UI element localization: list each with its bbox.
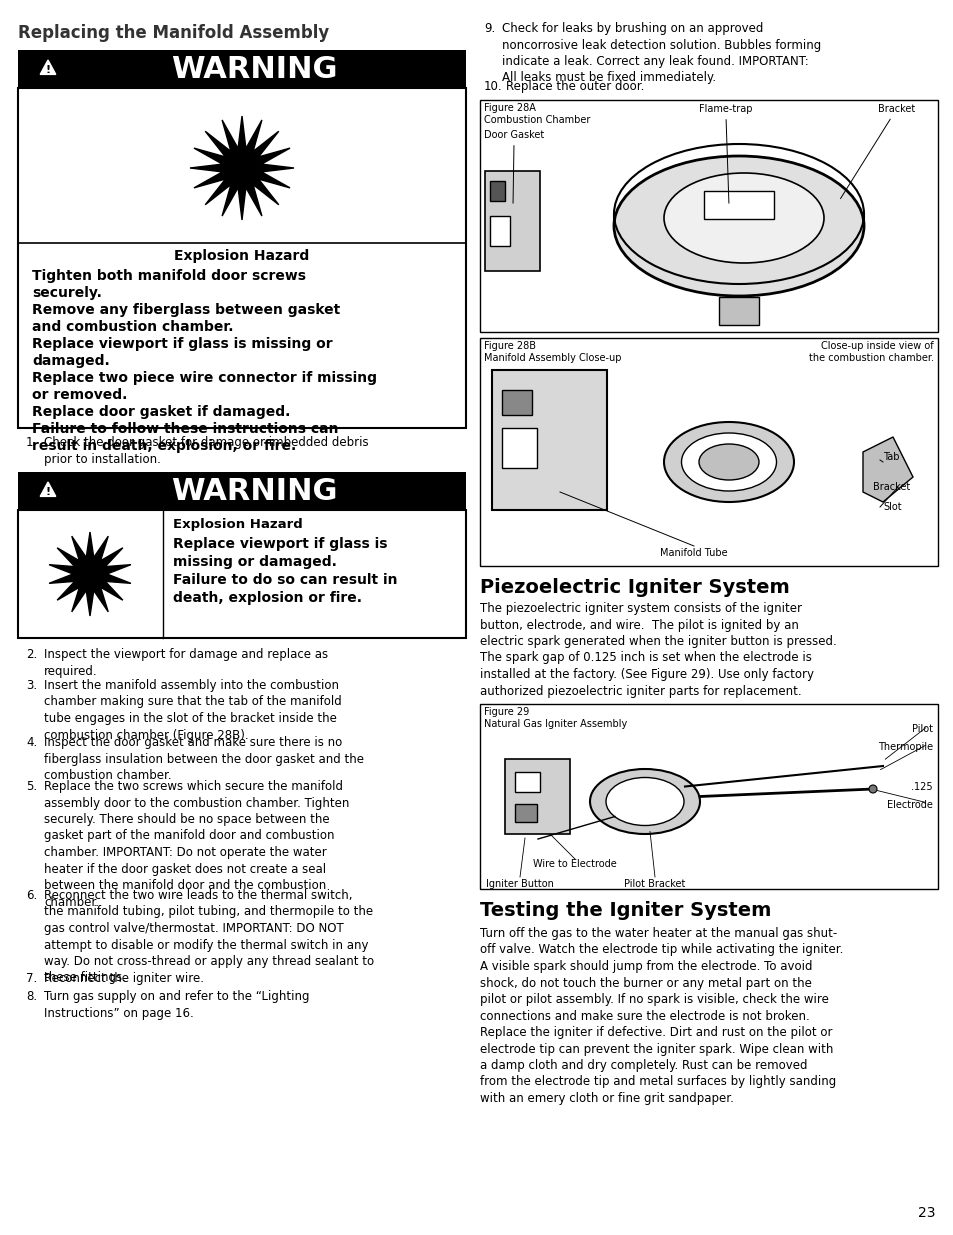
Text: Reconnect the two wire leads to the thermal switch,
the manifold tubing, pilot t: Reconnect the two wire leads to the ther…	[44, 889, 374, 984]
Bar	[492, 370, 606, 510]
Text: Igniter Button: Igniter Button	[485, 879, 554, 889]
Bar	[490, 216, 510, 246]
Bar	[18, 88, 465, 429]
Ellipse shape	[699, 445, 759, 480]
Text: missing or damaged.: missing or damaged.	[172, 555, 336, 569]
Text: 6.: 6.	[26, 889, 37, 902]
Text: 7.: 7.	[26, 972, 37, 986]
Text: Wire to Electrode: Wire to Electrode	[533, 860, 617, 869]
Text: Replace door gasket if damaged.: Replace door gasket if damaged.	[32, 405, 290, 419]
Bar	[479, 338, 937, 566]
Text: Remove any fiberglass between gasket: Remove any fiberglass between gasket	[32, 303, 340, 317]
Text: 9.: 9.	[483, 22, 495, 35]
Text: Figure 29
Natural Gas Igniter Assembly: Figure 29 Natural Gas Igniter Assembly	[483, 706, 626, 730]
Bar	[484, 170, 539, 270]
Text: Replace the outer door.: Replace the outer door.	[505, 80, 643, 93]
Bar	[501, 429, 537, 468]
Text: Thermopile: Thermopile	[877, 742, 932, 752]
Text: Failure to do so can result in: Failure to do so can result in	[172, 573, 397, 587]
Ellipse shape	[605, 778, 683, 825]
Text: WARNING: WARNING	[171, 477, 337, 505]
Text: securely.: securely.	[32, 287, 102, 300]
Text: The piezoelectric igniter system consists of the igniter
button, electrode, and : The piezoelectric igniter system consist…	[479, 601, 836, 698]
Bar	[479, 100, 937, 332]
Text: Manifold Tube: Manifold Tube	[659, 548, 727, 558]
Text: .125: .125	[910, 782, 932, 792]
Bar	[515, 804, 537, 823]
Text: or removed.: or removed.	[32, 388, 128, 403]
Text: Pilot Bracket: Pilot Bracket	[623, 879, 685, 889]
Circle shape	[868, 785, 876, 793]
Text: 4.: 4.	[26, 736, 37, 748]
Text: 3.: 3.	[26, 679, 37, 692]
Text: Replace viewport if glass is missing or: Replace viewport if glass is missing or	[32, 337, 333, 351]
Bar	[490, 182, 504, 201]
Bar	[18, 510, 465, 638]
Polygon shape	[190, 116, 294, 220]
Ellipse shape	[663, 422, 793, 501]
Text: and combustion chamber.: and combustion chamber.	[32, 320, 233, 333]
Text: Figure 28A
Combustion Chamber: Figure 28A Combustion Chamber	[483, 103, 590, 126]
Text: Check the door gasket for damage or imbedded debris
prior to installation.: Check the door gasket for damage or imbe…	[44, 436, 368, 466]
Text: result in death, explosion, or fire.: result in death, explosion, or fire.	[32, 438, 296, 453]
Text: 1.: 1.	[26, 436, 37, 450]
Text: Reconnect the igniter wire.: Reconnect the igniter wire.	[44, 972, 204, 986]
Bar	[501, 390, 532, 415]
Bar	[719, 296, 759, 325]
Text: Inspect the viewport for damage and replace as
required.: Inspect the viewport for damage and repl…	[44, 648, 328, 678]
Text: 8.: 8.	[26, 990, 37, 1003]
Text: !: !	[46, 65, 51, 75]
Text: Explosion Hazard: Explosion Hazard	[174, 249, 310, 263]
Text: Figure 28B
Manifold Assembly Close-up: Figure 28B Manifold Assembly Close-up	[483, 341, 620, 363]
Text: WARNING: WARNING	[171, 54, 337, 84]
Text: Tighten both manifold door screws: Tighten both manifold door screws	[32, 269, 306, 283]
Bar	[18, 472, 465, 510]
Text: Electrode: Electrode	[886, 800, 932, 810]
Text: Tab: Tab	[882, 452, 899, 462]
Text: Pilot: Pilot	[911, 724, 932, 734]
Bar	[18, 49, 465, 88]
Text: 2.: 2.	[26, 648, 37, 661]
Bar	[479, 704, 937, 889]
Text: Inspect the door gasket and make sure there is no
fiberglass insulation between : Inspect the door gasket and make sure th…	[44, 736, 364, 782]
Text: Replace two piece wire connector if missing: Replace two piece wire connector if miss…	[32, 370, 376, 385]
Text: Insert the manifold assembly into the combustion
chamber making sure that the ta: Insert the manifold assembly into the co…	[44, 679, 341, 741]
Text: Replace the two screws which secure the manifold
assembly door to the combustion: Replace the two screws which secure the …	[44, 781, 349, 909]
Bar	[515, 772, 539, 792]
Text: Explosion Hazard: Explosion Hazard	[172, 517, 302, 531]
Text: Close-up inside view of
the combustion chamber.: Close-up inside view of the combustion c…	[808, 341, 933, 363]
Text: Bracket: Bracket	[840, 104, 914, 199]
Text: damaged.: damaged.	[32, 354, 110, 368]
Ellipse shape	[589, 769, 700, 834]
FancyBboxPatch shape	[703, 191, 773, 219]
Text: Turn gas supply on and refer to the “Lighting
Instructions” on page 16.: Turn gas supply on and refer to the “Lig…	[44, 990, 309, 1020]
Polygon shape	[40, 61, 55, 74]
Text: Flame-trap: Flame-trap	[699, 104, 752, 204]
Text: 23: 23	[918, 1207, 935, 1220]
Text: 5.: 5.	[26, 781, 37, 793]
Polygon shape	[40, 482, 55, 496]
Text: !: !	[46, 487, 51, 496]
Ellipse shape	[680, 433, 776, 492]
Text: Piezoelectric Igniter System: Piezoelectric Igniter System	[479, 578, 789, 597]
Text: 10.: 10.	[483, 80, 502, 93]
Bar	[504, 760, 569, 834]
Text: Testing the Igniter System: Testing the Igniter System	[479, 902, 771, 920]
Text: Replacing the Manifold Assembly: Replacing the Manifold Assembly	[18, 23, 329, 42]
Polygon shape	[49, 532, 131, 616]
Text: Check for leaks by brushing on an approved
noncorrosive leak detection solution.: Check for leaks by brushing on an approv…	[501, 22, 821, 84]
Text: Failure to follow these instructions can: Failure to follow these instructions can	[32, 422, 338, 436]
Ellipse shape	[663, 173, 823, 263]
Polygon shape	[862, 437, 912, 501]
Text: Slot: Slot	[882, 501, 901, 513]
Ellipse shape	[614, 156, 863, 296]
Text: death, explosion or fire.: death, explosion or fire.	[172, 592, 361, 605]
Text: Door Gasket: Door Gasket	[483, 130, 543, 204]
Text: Turn off the gas to the water heater at the manual gas shut-
off valve. Watch th: Turn off the gas to the water heater at …	[479, 927, 842, 1105]
Text: Replace viewport if glass is: Replace viewport if glass is	[172, 537, 387, 551]
Text: Bracket: Bracket	[872, 482, 909, 492]
